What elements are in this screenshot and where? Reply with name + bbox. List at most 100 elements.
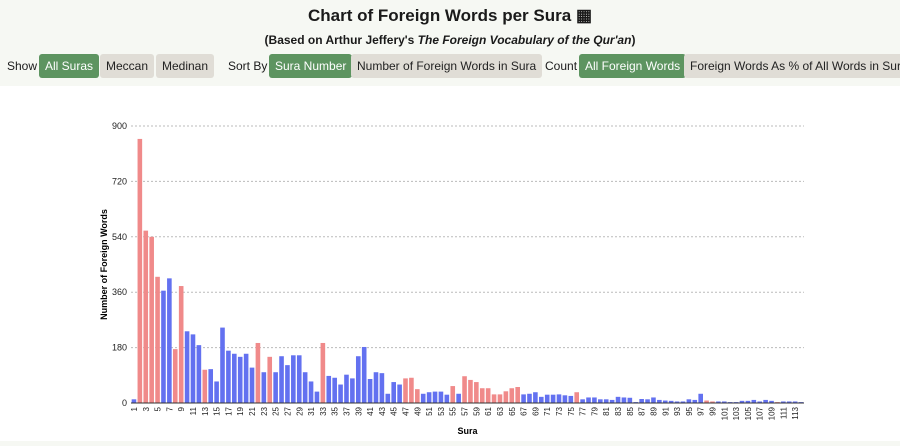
- bar-sura-113[interactable]: [792, 401, 798, 403]
- bar-sura-17[interactable]: [226, 350, 231, 403]
- bar-sura-61[interactable]: [485, 388, 491, 403]
- bar-sura-78[interactable]: [586, 397, 591, 403]
- bar-sura-80[interactable]: [598, 399, 603, 403]
- bar-sura-23[interactable]: [261, 372, 267, 403]
- bar-sura-33[interactable]: [320, 342, 326, 403]
- bar-sura-31[interactable]: [308, 381, 314, 403]
- bar-sura-98[interactable]: [704, 400, 709, 403]
- bar-sura-93[interactable]: [674, 401, 680, 403]
- bar-sura-21[interactable]: [249, 367, 255, 403]
- count-all-foreign-words-button[interactable]: All Foreign Words: [579, 54, 687, 78]
- bar-sura-47[interactable]: [403, 378, 408, 403]
- bar-sura-73[interactable]: [556, 394, 562, 403]
- bar-sura-35[interactable]: [332, 377, 337, 403]
- bar-sura-1[interactable]: [131, 399, 137, 403]
- bar-sura-74[interactable]: [562, 395, 568, 403]
- bar-sura-37[interactable]: [344, 374, 349, 403]
- bar-sura-6[interactable]: [161, 290, 166, 403]
- bar-sura-7[interactable]: [167, 278, 172, 403]
- bar-sura-76[interactable]: [574, 392, 580, 403]
- bar-sura-65[interactable]: [509, 388, 515, 403]
- bar-sura-100[interactable]: [716, 401, 721, 403]
- bar-sura-99[interactable]: [710, 401, 715, 403]
- bar-sura-82[interactable]: [609, 399, 615, 403]
- bar-sura-92[interactable]: [668, 400, 674, 403]
- bar-sura-48[interactable]: [409, 377, 414, 403]
- bar-sura-68[interactable]: [527, 393, 532, 403]
- bar-sura-5[interactable]: [155, 276, 160, 403]
- table-icon[interactable]: ▦: [575, 6, 592, 25]
- bar-sura-16[interactable]: [220, 327, 225, 403]
- bar-sura-39[interactable]: [355, 356, 361, 403]
- bar-sura-26[interactable]: [279, 356, 284, 403]
- bar-sura-64[interactable]: [503, 391, 509, 403]
- bar-sura-28[interactable]: [291, 355, 296, 403]
- bar-sura-53[interactable]: [438, 391, 444, 403]
- bar-sura-52[interactable]: [432, 391, 438, 403]
- bar-sura-91[interactable]: [662, 400, 668, 403]
- bar-sura-63[interactable]: [497, 394, 503, 403]
- bar-sura-71[interactable]: [544, 394, 550, 403]
- bar-sura-15[interactable]: [214, 381, 219, 403]
- show-medinan-button[interactable]: Medinan: [156, 54, 215, 78]
- bar-sura-84[interactable]: [621, 397, 627, 403]
- bar-sura-83[interactable]: [615, 396, 621, 403]
- show-meccan-button[interactable]: Meccan: [100, 54, 155, 78]
- bar-sura-9[interactable]: [178, 286, 184, 403]
- bar-sura-20[interactable]: [243, 353, 249, 403]
- bar-sura-11[interactable]: [190, 334, 196, 403]
- bar-sura-60[interactable]: [479, 388, 485, 403]
- bar-sura-96[interactable]: [692, 399, 698, 403]
- bar-sura-30[interactable]: [302, 372, 308, 403]
- bar-sura-29[interactable]: [296, 355, 302, 403]
- bar-sura-66[interactable]: [515, 387, 520, 403]
- count-percent-button[interactable]: Foreign Words As % of All Words in Sura: [684, 54, 900, 78]
- bar-sura-72[interactable]: [550, 394, 556, 403]
- show-all-suras-button[interactable]: All Suras: [39, 54, 100, 78]
- bar-sura-81[interactable]: [603, 399, 609, 403]
- bar-sura-88[interactable]: [645, 399, 650, 403]
- bar-sura-109[interactable]: [769, 400, 774, 403]
- bar-sura-56[interactable]: [456, 393, 461, 403]
- bar-sura-54[interactable]: [444, 394, 450, 403]
- bar-sura-2[interactable]: [137, 138, 143, 403]
- bar-sura-10[interactable]: [184, 331, 190, 403]
- bar-sura-75[interactable]: [568, 395, 574, 403]
- bar-sura-51[interactable]: [426, 392, 432, 403]
- bar-sura-106[interactable]: [751, 399, 757, 403]
- bar-sura-70[interactable]: [538, 396, 544, 403]
- bar-sura-58[interactable]: [468, 379, 473, 403]
- bar-sura-34[interactable]: [326, 375, 332, 403]
- bar-sura-111[interactable]: [781, 401, 786, 403]
- bar-sura-67[interactable]: [521, 394, 526, 403]
- bar-sura-25[interactable]: [273, 372, 278, 403]
- bar-sura-12[interactable]: [196, 345, 202, 403]
- bar-sura-95[interactable]: [686, 399, 692, 403]
- bar-sura-107[interactable]: [757, 401, 763, 403]
- bar-sura-46[interactable]: [397, 384, 402, 403]
- bar-sura-105[interactable]: [745, 400, 751, 403]
- bar-sura-36[interactable]: [338, 384, 343, 403]
- bar-sura-49[interactable]: [415, 389, 420, 403]
- bar-sura-55[interactable]: [450, 386, 456, 403]
- bar-sura-57[interactable]: [462, 376, 467, 403]
- sort-sura-number-button[interactable]: Sura Number: [269, 54, 353, 78]
- bar-sura-77[interactable]: [580, 399, 585, 403]
- bar-sura-87[interactable]: [639, 399, 644, 403]
- bar-sura-59[interactable]: [474, 382, 479, 403]
- bar-sura-19[interactable]: [237, 356, 243, 403]
- bar-sura-97[interactable]: [698, 393, 703, 403]
- bar-sura-90[interactable]: [657, 399, 662, 403]
- bar-sura-108[interactable]: [763, 399, 768, 403]
- bar-sura-45[interactable]: [391, 382, 396, 403]
- bar-sura-62[interactable]: [491, 394, 497, 403]
- bar-sura-18[interactable]: [232, 353, 237, 403]
- bar-sura-40[interactable]: [361, 346, 367, 403]
- bar-sura-32[interactable]: [314, 391, 320, 403]
- bar-sura-69[interactable]: [533, 392, 538, 403]
- bar-sura-94[interactable]: [680, 401, 686, 403]
- bar-sura-13[interactable]: [202, 369, 208, 403]
- bar-sura-85[interactable]: [627, 397, 633, 403]
- bar-sura-112[interactable]: [786, 401, 792, 403]
- bar-sura-41[interactable]: [367, 378, 373, 403]
